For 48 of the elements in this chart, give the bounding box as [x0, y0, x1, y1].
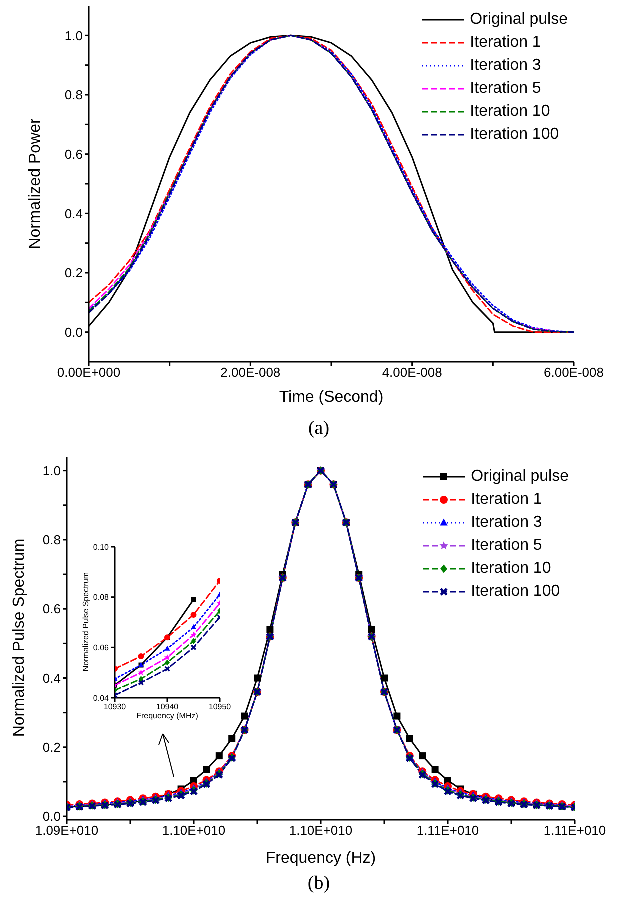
x-tick-label: 1.09E+010 [35, 823, 99, 838]
x-tick-label: 1.10E+010 [162, 823, 226, 838]
y-axis-title: Normalized Pulse Spectrum [11, 538, 29, 738]
y-tick-label: 0.10 [93, 542, 110, 552]
legend-label: Iteration 1 [471, 490, 542, 508]
legend-label: Iteration 1 [470, 34, 542, 52]
x-axis-title: Time (Second) [278, 389, 385, 407]
x-tick-label: 6.00E-008 [544, 365, 604, 380]
legend-label: Iteration 100 [471, 582, 560, 600]
x-tick-label: 10940 [156, 702, 180, 712]
y-tick-label: 0.0 [42, 809, 61, 824]
y-tick-label: 0.06 [93, 644, 110, 653]
x-tick-label: 1.11E+010 [416, 823, 480, 838]
legend-label: Iteration 3 [470, 56, 542, 74]
y-tick-label: 0.6 [42, 602, 61, 617]
legend-label: Iteration 5 [471, 536, 542, 554]
x-tick-label: 0.00E+000 [57, 365, 121, 380]
y-tick-label: 0.8 [42, 532, 61, 548]
x-tick-label: 2.00E-008 [220, 365, 281, 380]
legend-label: Iteration 5 [470, 80, 542, 98]
x-tick-label: 10950 [208, 702, 232, 712]
y-tick-label: 0.4 [42, 670, 61, 686]
x-tick-label: 1.10E+010 [289, 823, 353, 838]
x-tick-label: 10930 [104, 702, 127, 712]
y-axis-title: Normalized Pulse Spectrum [82, 572, 92, 672]
y-tick-label: 0.04 [93, 694, 110, 703]
y-tick-label: 0.0 [64, 324, 83, 340]
y-tick-label: 1.0 [42, 463, 61, 478]
x-tick-label: 4.00E-008 [382, 365, 442, 380]
text: (b) [306, 873, 332, 895]
legend-label: Original pulse [471, 468, 569, 486]
x-axis-title: Frequency (Hz) [264, 850, 378, 868]
y-tick-label: 0.08 [93, 593, 110, 602]
y-tick-label: 0.2 [64, 266, 83, 281]
legend-label: Iteration 3 [471, 514, 542, 532]
x-tick-label: 1.11E+010 [544, 823, 606, 838]
y-tick-label: 0.4 [64, 206, 83, 222]
y-tick-label: 0.6 [64, 146, 83, 162]
y-axis-title: Normalized Power [27, 118, 45, 250]
y-tick-label: 0.8 [64, 88, 83, 103]
legend-label: Original pulse [470, 10, 568, 28]
y-tick-label: 1.0 [64, 28, 83, 44]
text: (a) [307, 418, 331, 440]
x-axis-title: Frequency (MHz) [136, 712, 200, 722]
y-tick-label: 0.2 [42, 740, 61, 756]
legend-label: Iteration 10 [471, 560, 552, 578]
legend-label: Iteration 100 [470, 126, 560, 144]
legend-label: Iteration 10 [470, 102, 550, 120]
